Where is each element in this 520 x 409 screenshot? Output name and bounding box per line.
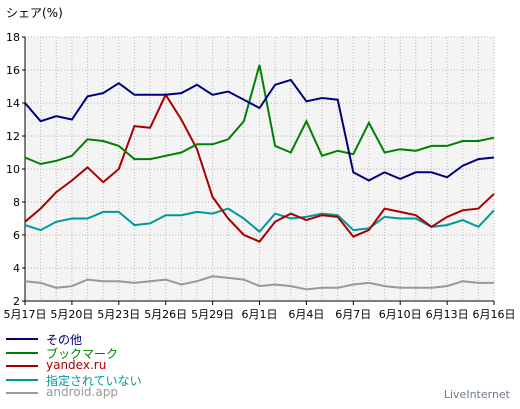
legend-label: その他 — [46, 333, 83, 347]
legend-swatch — [6, 351, 38, 354]
legend-item: ブックマーク — [6, 346, 206, 361]
y-tick-label: 12 — [6, 130, 20, 143]
y-tick-label: 16 — [6, 64, 20, 77]
credit: LiveInternet — [443, 388, 510, 401]
x-tick-label: 6月4日 — [288, 308, 324, 321]
y-tick-label: 18 — [6, 31, 20, 44]
y-tick-label: 14 — [6, 97, 20, 110]
y-tick-label: 2 — [13, 295, 20, 308]
y-tick-label: 10 — [6, 163, 20, 176]
series-line — [24, 64, 495, 166]
legend-label: yandex.ru — [46, 358, 107, 372]
x-tick-label: 6月16日 — [473, 308, 516, 321]
series-line — [24, 207, 495, 234]
series-line — [24, 92, 495, 243]
legend-label: ブックマーク — [46, 346, 119, 361]
x-tick-label: 5月20日 — [50, 308, 93, 321]
x-tick-label: 5月29日 — [191, 308, 234, 321]
y-axis-label: シェア(%) — [6, 6, 63, 20]
legend-item: android.app — [6, 385, 206, 400]
legend-swatch — [6, 392, 38, 394]
legend-item: yandex.ru — [6, 358, 206, 373]
x-tick-label: 6月10日 — [379, 308, 422, 321]
legend-swatch — [6, 365, 38, 367]
y-tick-label: 4 — [13, 262, 20, 275]
legend-swatch — [6, 338, 38, 340]
x-tick-label: 6月7日 — [335, 308, 371, 321]
x-tick-label: 6月13日 — [426, 308, 469, 321]
y-tick-label: 6 — [13, 229, 20, 242]
legend-item: 指定されていない — [6, 373, 206, 388]
x-tick-label: 5月26日 — [144, 308, 187, 321]
x-tick-label: 5月17日 — [4, 308, 47, 321]
series-line — [24, 275, 494, 291]
legend-label: android.app — [46, 385, 118, 399]
series-line — [24, 78, 495, 182]
legend-swatch — [6, 378, 38, 381]
x-tick-label: 6月1日 — [242, 308, 278, 321]
x-tick-label: 5月23日 — [97, 308, 140, 321]
y-tick-label: 8 — [13, 196, 20, 209]
legend-label: 指定されていない — [46, 373, 142, 388]
legend-item: その他 — [6, 332, 206, 347]
